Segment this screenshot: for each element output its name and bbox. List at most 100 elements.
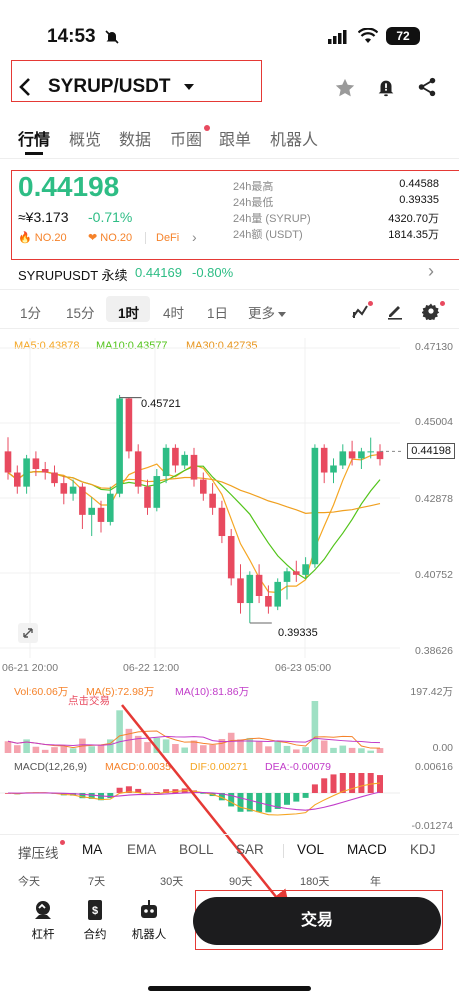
candle-body bbox=[32, 458, 40, 470]
favorite-star-icon[interactable] bbox=[334, 77, 356, 99]
tab-data[interactable]: 数据 bbox=[119, 132, 152, 149]
pair-title: SYRUP/USDT bbox=[48, 76, 171, 97]
battery-level: 72 bbox=[396, 29, 410, 43]
tab-bots[interactable]: 机器人 bbox=[270, 132, 319, 149]
range-30d[interactable]: 30天 bbox=[160, 876, 184, 888]
candle-body bbox=[125, 398, 133, 452]
futures-icon: $ bbox=[83, 898, 107, 922]
candle-body bbox=[69, 486, 77, 494]
perp-name[interactable]: SYRUPUSDT 永续 bbox=[18, 268, 128, 283]
indicator-support[interactable]: 撑压线 bbox=[18, 846, 59, 861]
price-alert-icon[interactable] bbox=[375, 76, 397, 98]
candle-body bbox=[23, 458, 30, 487]
draw-pencil-icon[interactable] bbox=[386, 302, 404, 320]
indicator-kdj[interactable]: KDJ bbox=[410, 842, 436, 857]
timeframe-more[interactable]: 更多 bbox=[248, 302, 286, 322]
candle-body bbox=[134, 451, 142, 487]
back-icon[interactable] bbox=[18, 78, 32, 96]
pair-selector[interactable]: SYRUP/USDT bbox=[48, 76, 194, 98]
price-highlight bbox=[11, 170, 459, 260]
range-7d[interactable]: 7天 bbox=[88, 876, 106, 888]
trade-button[interactable]: 交易 bbox=[193, 897, 441, 945]
candle-body bbox=[14, 472, 21, 487]
range-year[interactable]: 年 bbox=[370, 876, 381, 888]
caret-down-icon bbox=[183, 83, 194, 90]
timeframe-15m[interactable]: 15分 bbox=[66, 306, 95, 321]
candle-body bbox=[97, 507, 105, 522]
tab-copy-trading[interactable]: 跟单 bbox=[219, 132, 252, 149]
notification-dot bbox=[60, 840, 65, 845]
sector-tag[interactable]: DeFi bbox=[156, 232, 180, 244]
share-icon[interactable] bbox=[416, 76, 438, 98]
macd-histogram-bar bbox=[349, 773, 356, 793]
indicator-ema[interactable]: EMA bbox=[127, 842, 157, 857]
volume-bar bbox=[330, 747, 337, 753]
candle-body bbox=[107, 493, 114, 522]
macd-histogram-bar bbox=[98, 793, 104, 801]
volume-bar bbox=[23, 739, 30, 753]
macd-chart bbox=[0, 773, 400, 816]
rank-badge-hot[interactable]: 🔥 NO.20 bbox=[18, 231, 67, 244]
volume-bar bbox=[60, 746, 68, 753]
range-90d[interactable]: 90天 bbox=[229, 876, 253, 888]
indicator-chart-icon[interactable] bbox=[351, 302, 369, 320]
home-indicator bbox=[148, 986, 311, 991]
volume-bar bbox=[144, 742, 151, 753]
timeframe-4h[interactable]: 4时 bbox=[163, 306, 185, 321]
nav-margin[interactable]: 杠杆 bbox=[20, 898, 66, 942]
macd-histogram-bar bbox=[237, 793, 244, 812]
cny-price: ≈¥3.173 bbox=[18, 209, 69, 225]
candle-body bbox=[376, 451, 384, 460]
chevron-right-icon[interactable]: › bbox=[428, 261, 434, 281]
active-timeframe-bg bbox=[106, 296, 150, 322]
timeframe-more-label: 更多 bbox=[248, 306, 275, 321]
volume-bar bbox=[283, 745, 291, 753]
chevron-right-icon[interactable]: › bbox=[192, 229, 197, 245]
indicator-vol[interactable]: VOL bbox=[297, 842, 325, 857]
volume-bar bbox=[153, 737, 161, 753]
candle-body bbox=[246, 574, 254, 604]
notification-dot bbox=[368, 301, 373, 306]
fullscreen-icon[interactable] bbox=[18, 623, 38, 643]
candle-body bbox=[255, 574, 263, 597]
volume-bar bbox=[97, 744, 105, 753]
annotation-label: 点击交易 bbox=[68, 695, 110, 707]
tab-overview[interactable]: 概览 bbox=[69, 132, 102, 149]
candlestick-chart[interactable] bbox=[0, 338, 459, 663]
nav-bots[interactable]: 机器人 bbox=[126, 898, 172, 942]
candle-body bbox=[79, 486, 86, 515]
candle-body bbox=[237, 578, 244, 604]
volume-bar bbox=[41, 749, 49, 753]
timeframe-1d[interactable]: 1日 bbox=[207, 306, 229, 321]
macd-histogram-bar bbox=[311, 784, 318, 793]
range-today[interactable]: 今天 bbox=[18, 876, 40, 888]
settings-gear-icon[interactable] bbox=[421, 302, 440, 322]
rank-badge-sector[interactable]: ❤ NO.20 bbox=[88, 231, 132, 244]
volume-chart bbox=[4, 701, 384, 753]
tab-community[interactable]: 币圈 bbox=[170, 132, 203, 149]
macd-axis-label: -0.01274 bbox=[411, 820, 453, 832]
volume-bar bbox=[181, 747, 188, 753]
indicator-ma[interactable]: MA bbox=[82, 842, 103, 857]
candle-body bbox=[348, 451, 356, 459]
stat-label: 24h额 (USDT) bbox=[233, 229, 303, 241]
tab-market[interactable]: 行情 bbox=[18, 132, 51, 149]
stat-label: 24h最高 bbox=[233, 181, 274, 193]
indicator-boll[interactable]: BOLL bbox=[179, 842, 214, 857]
change-percent: -0.71% bbox=[88, 209, 133, 225]
volume-bar bbox=[209, 744, 216, 753]
robot-icon bbox=[137, 898, 161, 922]
macd-histogram-bar bbox=[358, 773, 365, 793]
divider bbox=[0, 289, 459, 290]
macd-histogram-bar bbox=[153, 792, 160, 793]
time-axis-label: 06-22 12:00 bbox=[123, 662, 180, 674]
nav-futures[interactable]: $ 合约 bbox=[72, 898, 118, 942]
candle-body bbox=[60, 483, 68, 494]
timeframe-1h[interactable]: 1时 bbox=[118, 306, 140, 321]
volume-bar bbox=[69, 748, 77, 753]
range-180d[interactable]: 180天 bbox=[300, 876, 330, 888]
timeframe-1m[interactable]: 1分 bbox=[20, 306, 42, 321]
price-axis-label: 0.40752 bbox=[415, 569, 453, 581]
indicator-sar[interactable]: SAR bbox=[236, 842, 264, 857]
indicator-macd[interactable]: MACD bbox=[347, 842, 387, 857]
